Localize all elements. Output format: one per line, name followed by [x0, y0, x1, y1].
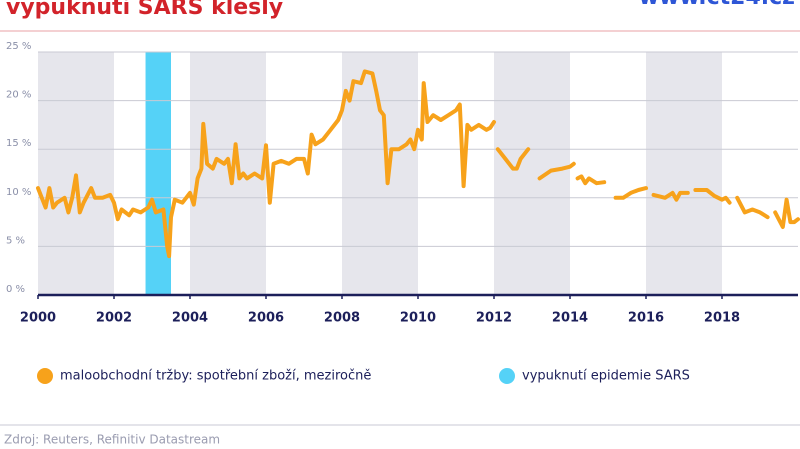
x-tick-label: 2010	[400, 311, 436, 326]
year-band	[494, 52, 570, 295]
data-line	[36, 69, 800, 259]
legend-swatch	[499, 368, 515, 384]
x-tick-label: 2000	[20, 311, 56, 326]
legend-label: maloobchodní tržby: spotřební zboží, mez…	[60, 369, 371, 384]
year-band	[342, 52, 418, 295]
x-tick-label: 2014	[552, 311, 588, 326]
y-tick-label: 15 %	[6, 138, 31, 149]
y-tick-label: 25 %	[6, 41, 31, 52]
y-tick-label: 20 %	[6, 90, 31, 101]
x-tick-label: 2012	[476, 311, 512, 326]
year-band	[646, 52, 722, 295]
logo: www.ct24.cz	[639, 0, 795, 10]
x-tick-label: 2002	[96, 311, 132, 326]
legend-label: vypuknutí epidemie SARS	[522, 369, 690, 384]
x-tick-label: 2006	[248, 311, 284, 326]
source: Zdroj: Reuters, Refinitiv Datastream	[4, 433, 220, 447]
chart-title: vypuknutí SARS klesly	[6, 0, 283, 20]
y-tick-label: 0 %	[6, 284, 25, 295]
x-tick-label: 2008	[324, 311, 360, 326]
y-tick-label: 10 %	[6, 187, 31, 198]
y-tick-label: 5 %	[6, 235, 25, 246]
x-tick-label: 2016	[628, 311, 664, 326]
legend-swatch	[37, 368, 53, 384]
x-tick-label: 2018	[704, 311, 740, 326]
sars-band	[145, 52, 171, 295]
x-tick-label: 2004	[172, 311, 208, 326]
